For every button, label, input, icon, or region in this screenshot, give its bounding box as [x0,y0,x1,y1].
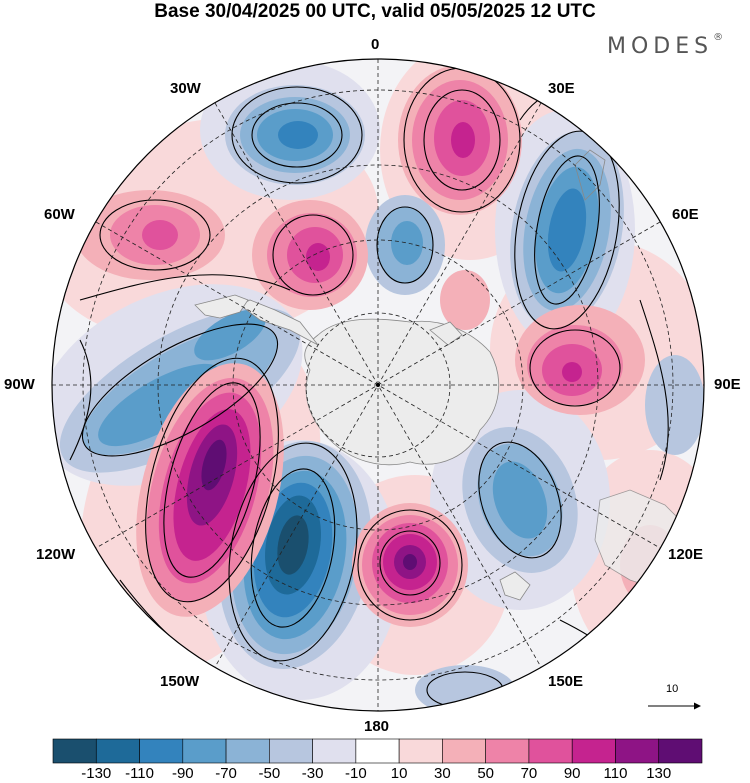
modes-logo: MODES® [607,32,724,59]
africa-coast [574,149,606,201]
lon-label-180: 180 [364,718,390,735]
colorbar-swatch [182,738,227,764]
colorbar-swatch [528,738,573,764]
colorbar-swatch [52,738,97,764]
anomaly-field [52,59,704,711]
lon-label-90w: 90W [4,376,35,393]
antarctica-landmass [304,318,500,466]
colorbar-tick-label: -130 [81,765,112,782]
positive-anomaly-30w-inner [252,200,368,310]
lon-label-30e: 30E [548,80,575,97]
colorbar-swatch [615,738,660,764]
colorbar-swatch [398,738,443,764]
negative-anomaly-0-inner [365,195,445,295]
lon-label-30w: 30W [170,80,201,97]
reference-vector-label: 10 [666,683,679,695]
registered-mark: ® [713,32,724,43]
positive-anomaly-80e [515,305,645,415]
negative-anomaly-90e-edge [645,355,704,455]
colorbar-tick-label: -90 [171,765,194,782]
colorbar-tick-label: 90 [563,765,581,782]
new-zealand-coast [499,571,531,601]
colorbar-tick-label: -50 [258,765,281,782]
colorbar-swatch [442,738,486,764]
colorbar-tick-label: -30 [301,765,324,782]
colorbar-tick-label: -10 [345,765,367,782]
positive-anomaly-20e [398,65,522,215]
colorbar-swatch [269,738,313,764]
islands-indian-ocean [429,321,463,346]
negative-anomaly-125e [462,427,578,573]
negative-anomaly-45e [510,131,624,329]
lon-label-120w: 120W [36,546,76,563]
lon-label-150e: 150E [548,673,584,690]
lon-label-90e: 90E [714,376,741,393]
map-title: Base 30/04/2025 00 UTC, valid 05/05/2025… [154,1,596,22]
colorbar-tick-label: 50 [477,765,494,782]
colorbar-tick-label: 70 [520,765,538,782]
lon-label-120e: 120E [668,546,704,563]
colorbar-tick-label: -70 [215,765,237,782]
colorbar-swatch [485,738,530,764]
negative-anomaly-70w [59,307,301,473]
colorbar-swatch [355,738,400,764]
positive-anomaly-165e [352,503,468,627]
negative-anomaly-30w [225,85,365,185]
colorbar-swatch [95,738,140,764]
colorbar [52,738,703,764]
colorbar-tick-label: 30 [434,765,451,782]
colorbar-tick-label: 10 [390,765,408,782]
positive-anomaly-60w [75,190,225,280]
south-pole-marker [376,383,380,387]
colorbar-swatch [225,738,270,764]
lon-label-150w: 150W [160,673,200,690]
lon-label-60w: 60W [44,206,75,223]
colorbar-tick-label: -110 [125,765,154,782]
positive-anomaly-115w [136,363,284,617]
wind-streamlines [69,67,669,709]
south-america-coast [194,294,249,319]
colorbar-swatch [658,738,703,764]
lon-label-60e: 60E [672,206,699,223]
brand-text: MODES [607,34,714,59]
colorbar-tick-label: 130 [646,765,672,782]
colorbar-swatch [312,738,357,764]
map-border [51,58,705,712]
positive-anomaly-15e-inner [440,270,490,330]
colorbar-swatch [571,738,616,764]
colorbar-tick-label: 110 [603,765,628,782]
colorbar-swatch [139,738,184,764]
lon-label-0: 0 [371,36,380,53]
